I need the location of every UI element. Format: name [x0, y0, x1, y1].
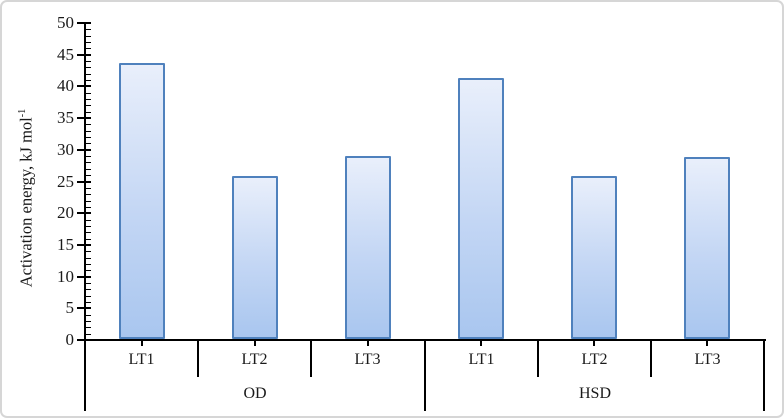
y-axis [84, 23, 86, 411]
y-major-tick [77, 276, 91, 278]
y-minor-tick [86, 112, 91, 113]
category-label-hsd-lt3: LT3 [694, 351, 721, 368]
group-label-od: OD [243, 385, 267, 402]
x-axis [84, 339, 766, 341]
category-separator [310, 341, 312, 377]
x-bar-tick [593, 341, 595, 346]
group-separator [424, 341, 426, 411]
y-minor-tick [86, 99, 91, 100]
y-minor-tick [86, 175, 91, 176]
y-minor-tick [86, 226, 91, 227]
y-minor-tick [86, 334, 91, 335]
x-bar-tick [254, 341, 256, 346]
category-label-hsd-lt2: LT2 [581, 351, 608, 368]
y-minor-tick [86, 327, 91, 328]
plot-right-separator [763, 341, 765, 411]
y-major-tick [77, 22, 91, 24]
y-minor-tick [86, 296, 91, 297]
y-minor-tick [86, 283, 91, 284]
bar-hsd-lt3 [684, 157, 730, 339]
y-tick-label: 25 [57, 172, 74, 191]
y-minor-tick [86, 251, 91, 252]
y-minor-tick [86, 105, 91, 106]
category-label-hsd-lt1: LT1 [468, 351, 495, 368]
y-major-tick [77, 85, 91, 87]
y-major-tick [77, 212, 91, 214]
category-separator [650, 341, 652, 377]
y-minor-tick [86, 131, 91, 132]
y-minor-tick [86, 61, 91, 62]
y-minor-tick [86, 169, 91, 170]
y-minor-tick [86, 143, 91, 144]
y-minor-tick [86, 264, 91, 265]
y-minor-tick [86, 42, 91, 43]
category-label-od-lt1: LT1 [128, 351, 155, 368]
y-major-tick [77, 244, 91, 246]
bar-od-lt1 [119, 63, 165, 339]
y-minor-tick [86, 321, 91, 322]
y-minor-tick [86, 194, 91, 195]
y-axis-title-superscript: -1 [17, 108, 28, 118]
y-minor-tick [86, 80, 91, 81]
y-minor-tick [86, 67, 91, 68]
y-minor-tick [86, 315, 91, 316]
y-tick-label: 50 [57, 13, 74, 32]
bar-od-lt2 [232, 176, 278, 339]
y-minor-tick [86, 124, 91, 125]
bar-hsd-lt1 [458, 78, 504, 339]
y-minor-tick [86, 48, 91, 49]
category-label-od-lt2: LT2 [241, 351, 268, 368]
group-label-hsd: HSD [578, 385, 611, 402]
y-minor-tick [86, 74, 91, 75]
y-tick-label: 10 [57, 267, 74, 286]
y-minor-tick [86, 302, 91, 303]
category-separator [197, 341, 199, 377]
y-minor-tick [86, 232, 91, 233]
x-bar-tick [706, 341, 708, 346]
y-major-tick [77, 54, 91, 56]
y-minor-tick [86, 29, 91, 30]
y-tick-label: 15 [57, 235, 74, 254]
y-major-tick [77, 117, 91, 119]
y-tick-label: 5 [65, 298, 75, 317]
bar-od-lt3 [345, 156, 391, 339]
category-label-od-lt3: LT3 [354, 351, 381, 368]
y-minor-tick [86, 137, 91, 138]
y-tick-label: 30 [57, 140, 74, 159]
y-major-tick [77, 307, 91, 309]
bar-hsd-lt2 [571, 176, 617, 339]
y-major-tick [77, 339, 91, 341]
y-major-tick [77, 181, 91, 183]
y-minor-tick [86, 188, 91, 189]
y-tick-label: 35 [57, 108, 74, 127]
y-minor-tick [86, 162, 91, 163]
x-bar-tick [141, 341, 143, 346]
y-tick-label: 20 [57, 203, 74, 222]
y-minor-tick [86, 220, 91, 221]
y-minor-tick [86, 201, 91, 202]
y-minor-tick [86, 207, 91, 208]
y-minor-tick [86, 289, 91, 290]
y-minor-tick [86, 156, 91, 157]
y-minor-tick [86, 36, 91, 37]
y-tick-label: 45 [57, 45, 74, 64]
y-tick-label: 40 [57, 76, 74, 95]
y-minor-tick [86, 239, 91, 240]
y-minor-tick [86, 93, 91, 94]
y-tick-label: 0 [65, 330, 75, 349]
y-minor-tick [86, 270, 91, 271]
x-bar-tick [480, 341, 482, 346]
category-separator [537, 341, 539, 377]
y-major-tick [77, 149, 91, 151]
y-minor-tick [86, 258, 91, 259]
x-bar-tick [367, 341, 369, 346]
